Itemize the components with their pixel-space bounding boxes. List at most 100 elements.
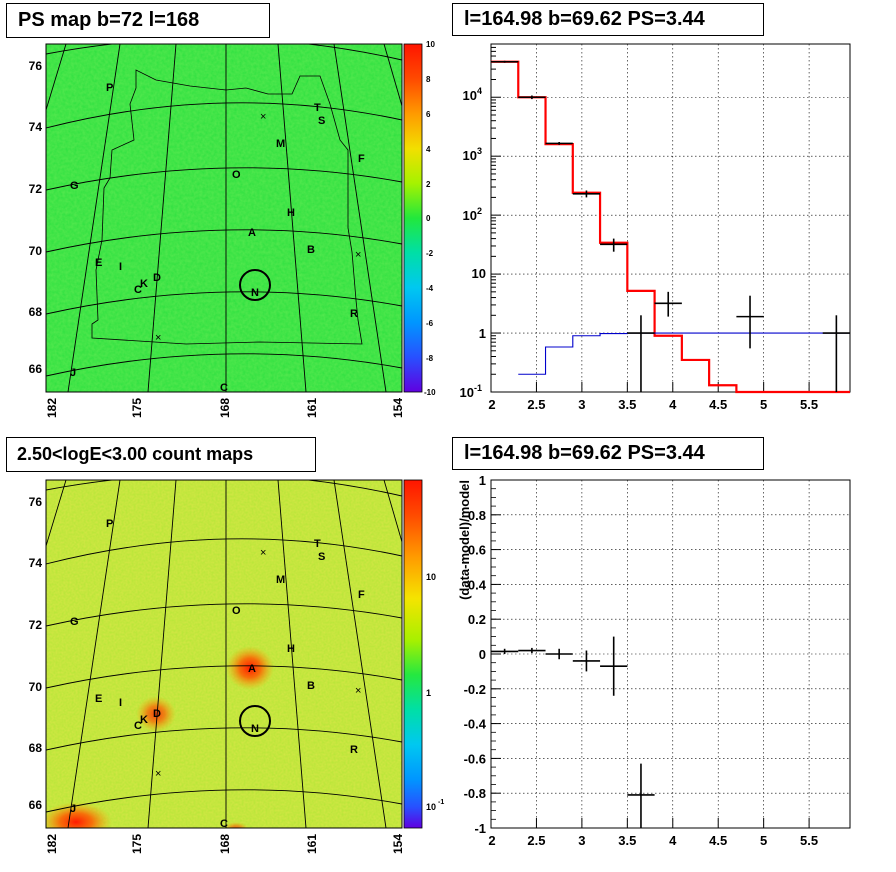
sky-label: O <box>232 169 241 181</box>
sky-label: I <box>119 261 122 273</box>
ps-map-y-tick: 66 <box>29 362 43 376</box>
spectrum-x-tick-label: 3.5 <box>618 397 636 412</box>
ps-colorbar-tick: -6 <box>426 319 434 328</box>
ps-map-y-tick: 76 <box>29 59 43 73</box>
ps-map-grid-meridian <box>67 44 121 392</box>
spectrum-y-tick: 10 <box>472 266 486 281</box>
sky-label: I <box>119 697 122 709</box>
ps-map-grid-arc <box>46 167 402 191</box>
sky-label: H <box>287 643 295 655</box>
count-map-grid-meridian <box>67 480 121 828</box>
ps-map-grid-meridian <box>333 44 387 392</box>
count-map-y-tick: 70 <box>29 680 43 694</box>
sky-label: C <box>220 382 228 394</box>
sky-label: E <box>95 257 102 269</box>
spectrum-ticks <box>490 43 810 393</box>
count-hotspot-lower <box>224 822 248 828</box>
sky-label: N <box>251 723 259 735</box>
spectrum-x-tick-label: 3 <box>578 397 585 412</box>
ps-map-cross-marker: × <box>155 332 161 344</box>
spectrum-panel: 104 103 102 10 1 10-1 2 2.5 3 3.5 4 4.5 5 5.5 <box>460 43 851 412</box>
count-colorbar-tick: 10 <box>426 802 436 812</box>
sky-label: R <box>350 744 358 756</box>
count-map-y-tick: 66 <box>29 798 43 812</box>
sky-label: N <box>251 287 259 299</box>
sky-label: O <box>232 605 241 617</box>
residual-y-tick-label: -1 <box>474 821 486 836</box>
sky-label: P <box>106 82 113 94</box>
ps-map-grid-meridian <box>147 44 177 392</box>
residual-y-tick-label: 0.6 <box>468 543 486 558</box>
sky-label: G <box>70 180 79 192</box>
count-map-grid-meridian <box>383 480 402 543</box>
ps-map-y-tick: 72 <box>29 182 43 196</box>
count-map-grid-arc <box>46 538 402 565</box>
spectrum-data-point <box>600 238 628 252</box>
sky-label: B <box>307 244 315 256</box>
spectrum-data-point <box>572 190 601 198</box>
residual-data-point <box>491 648 519 654</box>
residual-data-point <box>600 636 628 696</box>
sky-label: A <box>248 663 256 675</box>
sky-label: M <box>276 138 285 150</box>
ps-map-x-tick: 182 <box>45 398 59 418</box>
sky-label: F <box>358 153 365 165</box>
count-map-title: 2.50<logE<3.00 count maps <box>6 437 316 472</box>
residual-data-point <box>627 763 655 828</box>
spectrum-points <box>491 60 850 392</box>
ps-map-x-tick: 168 <box>218 398 232 418</box>
sky-label: K <box>140 278 148 290</box>
sky-label: M <box>276 574 285 586</box>
spectrum-x-tick-label: 5.5 <box>800 397 818 412</box>
sky-label: J <box>70 803 76 815</box>
ps-map-source-circle <box>239 269 271 301</box>
count-map-grid-meridian <box>147 480 177 828</box>
residual-y-tick-label: 1 <box>479 473 486 488</box>
residual-ticks <box>490 479 810 829</box>
spectrum-x-tick-label: 2.5 <box>527 397 545 412</box>
residual-x-tick-label: 5.5 <box>800 833 818 848</box>
ps-colorbar-tick: -4 <box>426 284 434 293</box>
count-map-grid-meridian <box>333 480 387 828</box>
spectrum-y-tick: 1 <box>479 326 486 341</box>
residual-y-tick-label: 0 <box>479 647 486 662</box>
sky-label: P <box>106 518 113 530</box>
residual-x-tick-label: 5 <box>760 833 767 848</box>
count-map-grid-arc <box>46 727 402 751</box>
ps-map-cross-marker: × <box>355 249 361 261</box>
sky-label: A <box>248 227 256 239</box>
ps-colorbar-tick: 4 <box>426 145 431 154</box>
spectrum-y-tick: 103 <box>463 146 482 163</box>
count-map-y-tick: 72 <box>29 618 43 632</box>
sky-label: C <box>134 284 142 296</box>
sky-label: D <box>153 708 161 720</box>
count-map-grid-arc <box>46 665 402 689</box>
sky-label: E <box>95 693 102 705</box>
count-map-grid-arc <box>46 789 402 813</box>
residual-y-tick-label: -0.6 <box>464 751 486 766</box>
sky-label: S <box>318 115 325 127</box>
residual-y-tick-label: -0.2 <box>464 682 486 697</box>
ps-map-grid-arc <box>46 229 402 253</box>
count-map-source-circle <box>239 705 271 737</box>
sky-label: C <box>220 818 228 830</box>
ps-colorbar-tick: -8 <box>426 354 434 363</box>
residual-y-tick-label: 0.4 <box>468 577 487 592</box>
residual-y-tick-label: -0.4 <box>464 717 487 732</box>
ps-map-x-tick: 175 <box>130 398 144 418</box>
count-map-cross-marker: × <box>155 768 161 780</box>
sky-label: B <box>307 680 315 692</box>
ps-map-x-tick: 154 <box>391 398 405 418</box>
ps-map-y-tick: 68 <box>29 305 43 319</box>
spectrum-data-point <box>654 291 682 317</box>
residual-data-point <box>545 648 573 660</box>
spectrum-data-point <box>491 60 519 63</box>
ps-colorbar-tick: 8 <box>426 75 431 84</box>
ps-map-colorbar <box>403 43 423 393</box>
sky-label: J <box>70 367 76 379</box>
sky-label: K <box>140 714 148 726</box>
count-map-x-tick: 168 <box>218 834 232 854</box>
ps-map-panel: × × × P T S M F G O H A B E I D K C N R … <box>29 40 436 418</box>
spectrum-title: l=164.98 b=69.62 PS=3.44 <box>452 3 764 36</box>
spectrum-y-tick: 104 <box>463 86 482 103</box>
